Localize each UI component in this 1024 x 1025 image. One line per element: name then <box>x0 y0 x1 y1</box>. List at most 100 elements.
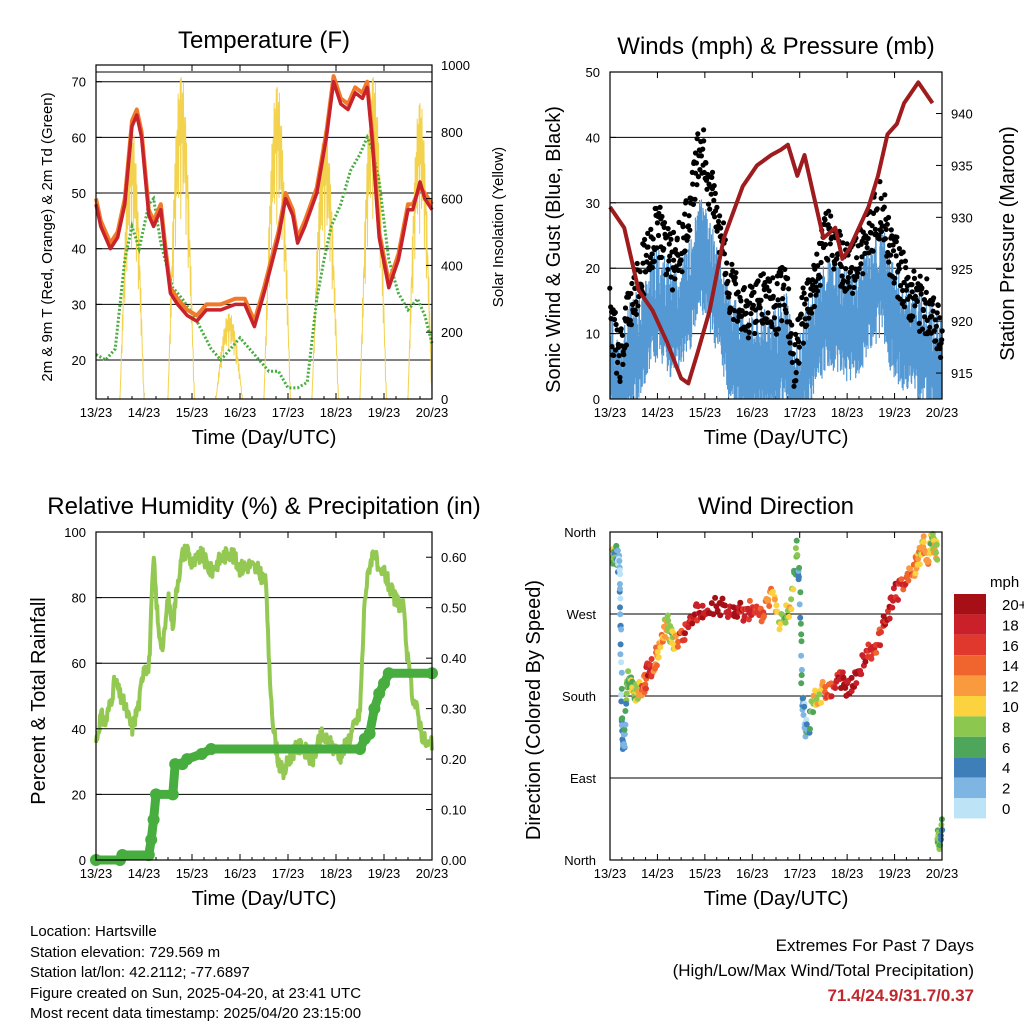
gust-point <box>872 226 879 232</box>
x-tick-label: 18/23 <box>831 866 864 881</box>
gust-point <box>672 247 679 253</box>
gust-point <box>645 244 651 250</box>
y-tick-label: North <box>564 525 596 540</box>
gust-point <box>885 214 892 221</box>
legend-swatch <box>954 757 986 778</box>
direction-point <box>798 666 805 673</box>
direction-point <box>848 674 855 681</box>
gust-point <box>901 279 907 286</box>
temp-2m-line <box>94 79 434 329</box>
gust-point <box>738 298 744 304</box>
direction-point <box>877 642 884 649</box>
gust-point <box>695 174 702 180</box>
gust-point <box>826 208 832 214</box>
gust-point <box>874 206 880 212</box>
x-tick-label: 15/23 <box>689 866 722 881</box>
direction-point <box>797 614 804 621</box>
direction-point <box>618 669 625 676</box>
gust-point <box>639 283 645 289</box>
direction-point <box>761 613 767 620</box>
direction-point <box>613 542 620 549</box>
gust-point <box>717 213 723 219</box>
gust-point <box>733 281 739 287</box>
y-tick-label: North <box>564 853 596 868</box>
direction-point <box>858 671 865 678</box>
y-tick-label: West <box>567 607 597 622</box>
gust-point <box>911 268 917 274</box>
gust-point <box>665 226 671 232</box>
direction-point <box>699 602 706 609</box>
panel-title: Wind Direction <box>698 493 854 520</box>
gust-point <box>909 289 915 295</box>
gust-point <box>685 223 692 229</box>
gust-point <box>886 259 892 265</box>
gust-point <box>680 224 686 230</box>
gust-point <box>723 270 729 276</box>
y2-tick-label: 0 <box>441 392 448 407</box>
gust-point <box>739 308 745 314</box>
direction-point <box>798 672 805 679</box>
gust-point <box>920 307 927 314</box>
gust-point <box>749 284 755 290</box>
direction-point <box>661 633 668 640</box>
x-tick-label: 13/23 <box>80 866 113 881</box>
gust-point <box>700 146 706 152</box>
direction-points <box>608 530 946 852</box>
gust-point <box>883 226 889 232</box>
gust-point <box>789 359 795 365</box>
direction-point <box>623 690 630 697</box>
gust-point <box>896 246 903 252</box>
panel-direction: Wind Direction 13/23 14/23 15/23 16/23 17/23 1… <box>523 493 1024 910</box>
gust-point <box>731 308 738 314</box>
gust-point <box>755 278 761 284</box>
legend-label: 2 <box>1002 781 1010 798</box>
x-axis-label: Time (Day/UTC) <box>704 427 849 449</box>
gust-point <box>729 261 735 267</box>
precip-point <box>181 753 194 766</box>
precip-point <box>354 743 366 755</box>
solar-line <box>119 129 145 400</box>
direction-point <box>853 680 860 687</box>
gust-point <box>855 270 861 276</box>
direction-point <box>722 602 728 609</box>
gust-point <box>654 220 661 226</box>
x-tick-label: 19/23 <box>368 866 401 881</box>
gust-point <box>701 127 707 133</box>
direction-point <box>618 716 625 722</box>
precip-point <box>150 788 162 801</box>
gust-point <box>935 302 941 308</box>
direction-point <box>617 604 623 611</box>
direction-point <box>920 533 927 540</box>
gust-point <box>790 351 796 357</box>
gust-point <box>628 322 635 328</box>
precip-point <box>166 788 179 801</box>
gust-point <box>896 266 902 272</box>
direction-point <box>625 668 632 675</box>
x-tick-label: 13/23 <box>80 405 113 420</box>
direction-point <box>771 596 778 603</box>
gust-point <box>937 315 943 321</box>
direction-point <box>734 613 741 620</box>
gust-point <box>890 248 897 254</box>
legend-label: 16 <box>1002 638 1019 655</box>
gust-point <box>712 214 718 220</box>
plot-border <box>609 71 943 400</box>
gust-point <box>858 261 864 267</box>
gust-point <box>811 303 818 310</box>
direction-point <box>793 537 800 544</box>
direction-point <box>719 595 726 602</box>
gust-point <box>806 315 812 321</box>
gust-point <box>922 314 928 320</box>
gust-point <box>888 252 894 258</box>
station-info: Location: Hartsville Station elevation: … <box>30 922 361 1025</box>
gust-point <box>832 261 838 267</box>
legend-swatch <box>954 798 986 819</box>
gust-point <box>617 378 623 384</box>
y2-tick-label: 930 <box>951 210 973 225</box>
gust-point <box>893 239 899 245</box>
gust-point <box>903 265 909 271</box>
precip-line <box>91 668 437 865</box>
gust-point <box>792 342 798 348</box>
gust-point <box>856 266 862 272</box>
